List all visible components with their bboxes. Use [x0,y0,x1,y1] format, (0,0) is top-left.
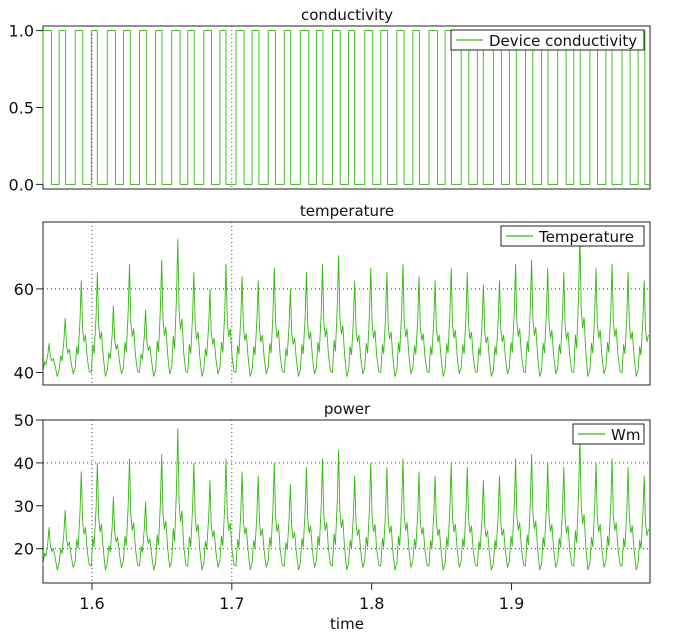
y-tick-label: 30 [14,497,34,516]
temperature-legend-label: Temperature [538,228,634,246]
conductivity-panel: conductivity 0.0 0.5 1.0 Device conductivi… [9,6,651,194]
power-series [42,428,649,571]
power-panel: power 20 30 40 50 Wm 1.6 1.7 1.8 1.9 time [14,400,651,633]
x-tick-label: 1.9 [499,594,524,613]
x-tick-label: 1.7 [219,594,244,613]
y-tick-label: 20 [14,540,34,559]
power-title: power [324,400,371,418]
conductivity-legend-box [450,29,645,51]
y-tick-label: 40 [14,454,34,473]
y-tick-label: 1.0 [9,22,34,41]
temperature-plot-frame [42,221,651,386]
x-axis-label: time [330,615,364,633]
conductivity-legend-label: Device conductivity [489,32,637,50]
power-legend-label: Wm [611,426,640,444]
y-tick-label: 60 [14,280,34,299]
series-line [42,30,650,185]
x-axis-ticks: 1.6 1.7 1.8 1.9 [79,583,524,613]
temperature-legend-box [500,225,645,247]
temperature-y-ticks: 40 60 [14,280,43,382]
y-tick-label: 0.0 [9,175,34,194]
y-tick-label: 40 [14,363,34,382]
temperature-title: temperature [300,202,394,220]
x-tick-label: 1.6 [79,594,104,613]
temperature-panel: temperature 40 60 Temperature [14,202,651,386]
temperature-series [42,234,649,377]
y-tick-label: 0.5 [9,99,34,118]
conductivity-title: conductivity [301,6,393,24]
x-tick-label: 1.8 [359,594,384,613]
series-line [42,428,649,571]
power-plot-frame [42,419,651,584]
power-legend-box [572,423,645,445]
power-gridlines [43,420,650,583]
series-line [42,234,649,377]
power-y-ticks: 20 30 40 50 [14,411,43,559]
conductivity-y-ticks: 0.0 0.5 1.0 [9,22,43,194]
conductivity-legend[interactable]: Device conductivity [450,29,645,51]
power-legend[interactable]: Wm [572,423,645,445]
temperature-legend[interactable]: Temperature [500,225,645,247]
y-tick-label: 50 [14,411,34,430]
conductivity-series [42,30,650,185]
